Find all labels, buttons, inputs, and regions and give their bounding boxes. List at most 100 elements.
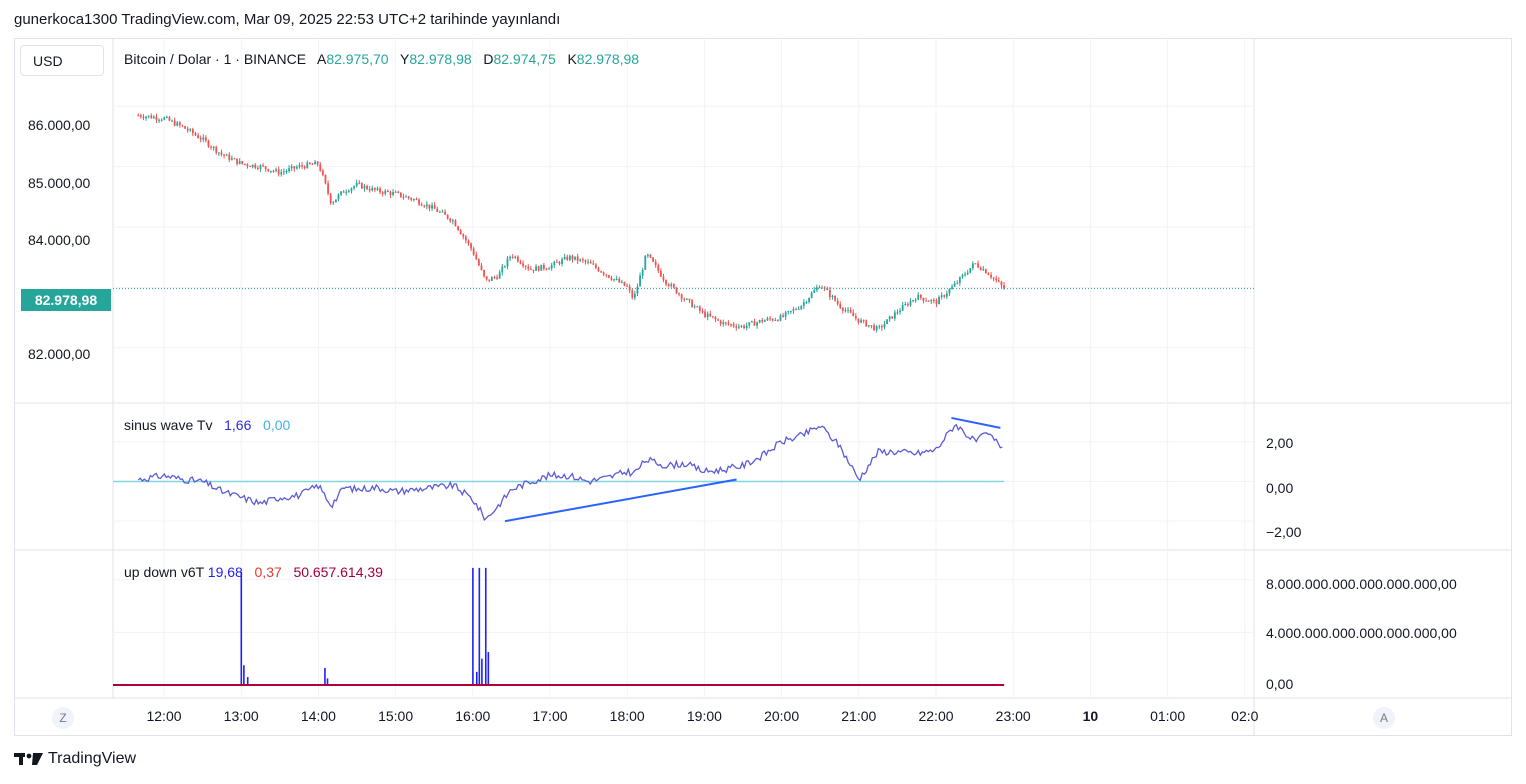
candle-body <box>267 168 270 172</box>
candle-body <box>753 321 756 326</box>
candle-body <box>802 302 805 306</box>
candle-body <box>815 287 818 291</box>
candle-body <box>152 116 155 119</box>
candle-body <box>646 254 649 256</box>
candle-body <box>662 276 665 281</box>
candle-body <box>225 154 228 156</box>
candle-body <box>238 161 241 164</box>
candle-body <box>600 271 602 273</box>
candle-body <box>948 289 951 294</box>
candle-body <box>165 117 168 119</box>
candle-body <box>316 161 319 165</box>
candle-body <box>163 117 166 120</box>
candle-body <box>891 316 894 319</box>
candle-body <box>966 272 969 275</box>
candle-body <box>503 266 506 268</box>
candle-body <box>158 119 160 121</box>
scale-left-button[interactable]: Z <box>52 707 74 729</box>
candle-body <box>774 319 777 321</box>
candle-body <box>215 146 218 153</box>
candle-body <box>602 272 605 275</box>
candle-body <box>901 305 904 311</box>
updown-bar <box>472 567 474 685</box>
candle-body <box>545 268 548 270</box>
candle-body <box>730 324 732 326</box>
candle-body <box>698 306 701 311</box>
scale-right-button[interactable]: A <box>1373 707 1395 729</box>
candle-body <box>932 300 935 302</box>
candle-body <box>711 316 714 318</box>
candle-body <box>155 116 158 120</box>
candle-body <box>311 163 314 165</box>
candle-body <box>714 317 717 320</box>
candle-body <box>233 158 236 160</box>
candle-body <box>249 166 251 168</box>
candle-body <box>922 297 925 301</box>
candle-body <box>321 170 324 175</box>
candle-body <box>836 300 839 304</box>
candle-body <box>631 290 634 298</box>
candle-body <box>893 312 896 319</box>
candle-body <box>251 164 254 167</box>
candle-body <box>834 296 836 301</box>
footer-brand[interactable]: TradingView <box>14 750 136 768</box>
candle-body <box>683 298 686 300</box>
candle-body <box>581 259 584 261</box>
candle-body <box>498 272 501 279</box>
candle-body <box>743 325 745 329</box>
candle-body <box>865 320 868 327</box>
candle-body <box>995 278 998 281</box>
candle-body <box>792 309 795 311</box>
candle-body <box>626 285 628 287</box>
candle-body <box>360 183 363 189</box>
candle-body <box>446 214 449 219</box>
candle-body <box>451 220 454 222</box>
high-key: Y <box>400 51 410 67</box>
candle-body <box>199 138 202 140</box>
symbol-label[interactable]: Bitcoin / Dolar · 1 · BINANCE <box>124 51 307 67</box>
updown-bar <box>478 567 481 685</box>
candle-body <box>168 117 171 121</box>
candle-body <box>397 191 400 193</box>
currency-button[interactable]: USD <box>20 45 104 76</box>
candle-body <box>371 187 374 191</box>
candle-body <box>197 135 199 139</box>
candle-body <box>657 265 660 271</box>
candle-body <box>860 320 862 323</box>
footer-brand-text: TradingView <box>48 750 137 767</box>
candle-body <box>852 312 855 317</box>
candle-body <box>563 256 566 260</box>
candle-body <box>431 205 433 209</box>
candle-body <box>243 163 246 165</box>
time-tick-label: 02:0 <box>1231 708 1259 724</box>
candle-body <box>475 254 478 260</box>
candle-body <box>841 308 844 311</box>
sinus-value-2: 0,00 <box>263 417 291 433</box>
updown-name[interactable]: up down v6T <box>124 564 204 580</box>
candle-body <box>756 322 758 326</box>
candle-body <box>462 234 465 237</box>
candle-body <box>574 256 576 260</box>
candle-body <box>555 261 558 263</box>
sinus-tick-2: 2,00 <box>1266 435 1294 451</box>
candle-body <box>935 300 938 305</box>
sinus-value-1: 1,66 <box>224 417 252 433</box>
candle-body <box>272 170 275 172</box>
candle-body <box>184 126 186 129</box>
sinus-name[interactable]: sinus wave Tv <box>124 417 213 433</box>
candle-body <box>971 263 974 269</box>
updown-bar <box>484 567 487 685</box>
candle-body <box>636 286 639 294</box>
sinus-tick-0: 0,00 <box>1266 480 1294 496</box>
candle-body <box>821 287 823 289</box>
candle-body <box>665 280 667 285</box>
candle-body <box>542 264 545 269</box>
candle-body <box>181 125 184 127</box>
candle-body <box>979 267 982 271</box>
time-tick-label: 20:00 <box>764 708 800 724</box>
candle-body <box>506 258 509 267</box>
candle-body <box>787 311 790 313</box>
candle-body <box>633 293 636 298</box>
updown-value-1: 19,68 <box>207 564 243 580</box>
